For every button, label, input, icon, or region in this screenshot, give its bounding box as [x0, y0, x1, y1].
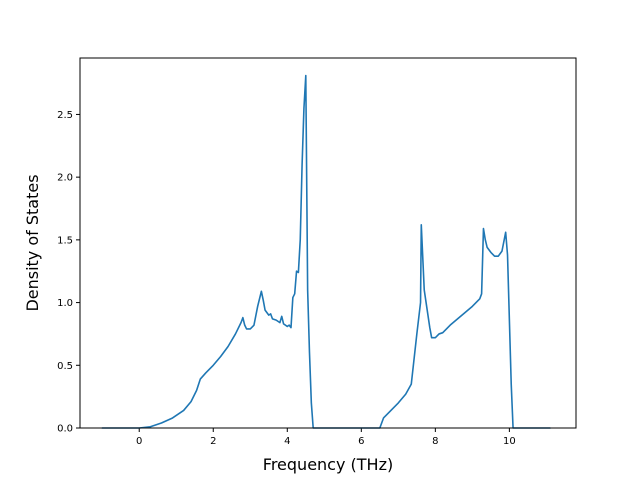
- plot-background: [80, 58, 576, 428]
- x-axis-ticks: 0 2 4 6 8 10: [136, 428, 516, 447]
- x-tick-label: 6: [358, 436, 364, 447]
- y-tick-label: 0.0: [57, 424, 73, 435]
- x-tick-label: 4: [284, 436, 290, 447]
- series-line-0: [101, 74, 551, 429]
- plot-frame: [79, 57, 577, 429]
- x-tick-label: 10: [503, 436, 516, 447]
- x-tick-label: 2: [210, 436, 216, 447]
- x-axis-label: Frequency (THz): [263, 455, 393, 474]
- series-layer: [101, 74, 551, 429]
- y-tick-label: 1.5: [57, 235, 73, 246]
- y-tick-label: 2.5: [57, 110, 73, 121]
- y-tick-label: 1.0: [57, 298, 73, 309]
- y-axis-ticks: 0.0 0.5 1.0 1.5 2.0 2.5: [57, 110, 80, 435]
- y-tick-label: 0.5: [57, 361, 73, 372]
- x-tick-label: 0: [136, 436, 142, 447]
- x-tick-label: 8: [432, 436, 438, 447]
- y-axis-label: Density of States: [23, 174, 42, 311]
- y-tick-label: 2.0: [57, 173, 73, 184]
